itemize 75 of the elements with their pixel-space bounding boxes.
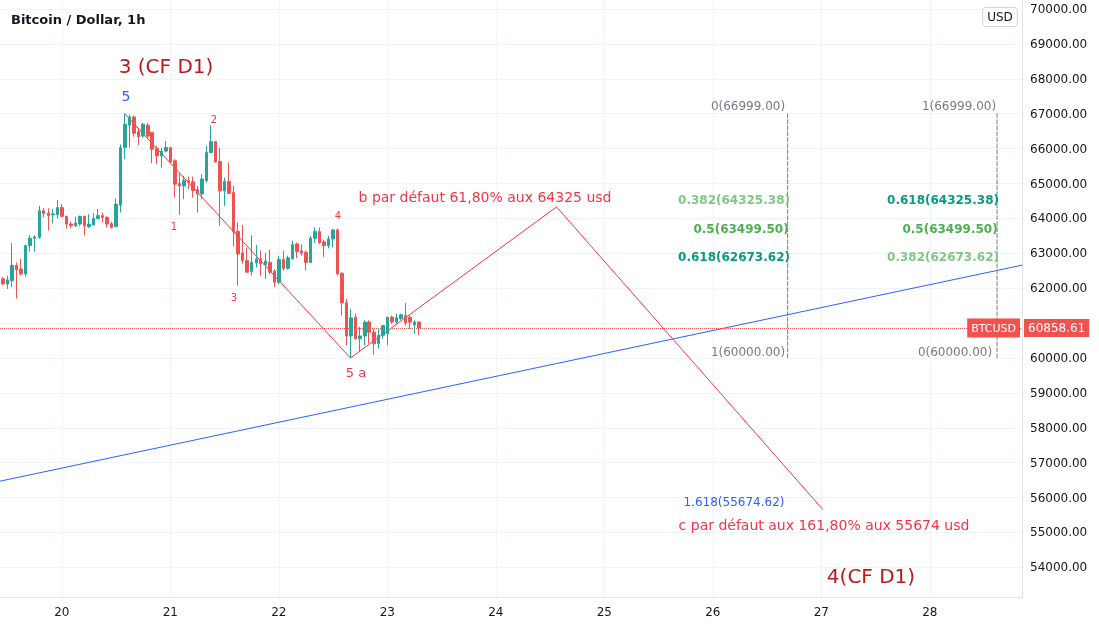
- annotation: 5: [121, 88, 131, 104]
- x-tick-label: 22: [271, 605, 287, 619]
- annotation: 0(60000.00): [917, 345, 993, 359]
- annotation: 1: [170, 220, 178, 232]
- x-tick-label: 25: [596, 605, 612, 619]
- x-tick-label: 28: [922, 605, 938, 619]
- annotation: 4: [334, 209, 342, 221]
- candlestick: [259, 250, 262, 277]
- y-tick-label: 56000.00: [1030, 490, 1088, 505]
- candlestick: [42, 207, 45, 218]
- x-tick-label: 21: [162, 605, 178, 619]
- annotation: 0.618(62673.62): [678, 250, 790, 264]
- y-tick-label: 63000.00: [1030, 246, 1088, 261]
- annotation: 2: [210, 113, 218, 125]
- candlestick: [105, 215, 109, 228]
- annotation: 3 (CF D1): [118, 54, 214, 78]
- candlestick: [399, 313, 403, 321]
- text: Bitcoin / Dollar, 1h: [11, 12, 146, 27]
- x-tick-label: 20: [54, 605, 70, 619]
- annotation: 0.5(63499.50): [693, 222, 789, 236]
- text: 60858.61: [1028, 321, 1086, 336]
- annotation: c par défaut aux 161,80% aux 55674 usd: [678, 517, 970, 533]
- x-tick-label: 23: [379, 605, 395, 619]
- y-tick-label: 68000.00: [1030, 71, 1088, 86]
- annotation: 3: [230, 291, 238, 303]
- y-tick-label: 66000.00: [1030, 141, 1088, 156]
- annotation: USD: [987, 10, 1013, 24]
- candlestick: [390, 314, 394, 325]
- y-tick-label: 54000.00: [1030, 560, 1088, 575]
- y-tick-label: 57000.00: [1030, 455, 1088, 470]
- x-tick-label: 24: [488, 605, 504, 619]
- y-tick-label: 60000.00: [1030, 350, 1088, 365]
- candlestick: [141, 122, 145, 139]
- candlestick: [413, 319, 416, 335]
- annotation: 0(66999.00): [710, 99, 786, 113]
- annotation: 0.618(64325.38): [887, 193, 999, 207]
- annotation: 1(60000.00): [710, 345, 786, 359]
- annotation: 4(CF D1): [826, 564, 916, 588]
- x-tick-label: 27: [813, 605, 829, 619]
- candlestick: [182, 175, 186, 200]
- candlestick: [277, 255, 281, 285]
- candlestick: [1, 276, 5, 286]
- candlestick: [87, 213, 91, 229]
- candlestick: [250, 234, 253, 277]
- candlestick: [223, 177, 226, 207]
- y-tick-label: 59000.00: [1030, 385, 1088, 400]
- y-tick-label: 70000.00: [1030, 2, 1088, 17]
- annotation: 0.382(64325.38): [678, 193, 790, 207]
- annotation: 0.5(63499.50): [902, 222, 998, 236]
- y-tick-label: 58000.00: [1030, 420, 1088, 435]
- y-tick-label: 67000.00: [1030, 106, 1088, 121]
- line-series: [124, 113, 823, 510]
- candlestick: [295, 242, 299, 259]
- annotation: 1(66999.00): [921, 99, 997, 113]
- candlestick: [255, 244, 258, 268]
- annotation: 0.382(62673.62): [887, 250, 999, 264]
- candlestick: [331, 228, 335, 248]
- candlestick: [349, 308, 353, 359]
- candlestick: [10, 242, 14, 288]
- candlestick: [47, 207, 50, 232]
- y-tick-label: 64000.00: [1030, 211, 1088, 226]
- annotation: 1.618(55674.62): [683, 495, 785, 509]
- candlestick: [38, 205, 41, 240]
- candlestick: [264, 252, 267, 280]
- candlestick: [83, 215, 86, 236]
- annotation: b par défaut 61,80% aux 64325 usd: [358, 189, 612, 205]
- ref-line-label: BTCUSD: [971, 321, 1016, 335]
- y-tick-label: 55000.00: [1030, 525, 1088, 540]
- y-tick-label: 69000.00: [1030, 36, 1088, 51]
- candlestick: [78, 215, 82, 227]
- y-tick-label: 62000.00: [1030, 281, 1088, 296]
- annotation: 5 a: [345, 364, 367, 380]
- x-tick-label: 26: [705, 605, 721, 619]
- y-tick-label: 65000.00: [1030, 176, 1088, 191]
- candlestick: [282, 250, 285, 272]
